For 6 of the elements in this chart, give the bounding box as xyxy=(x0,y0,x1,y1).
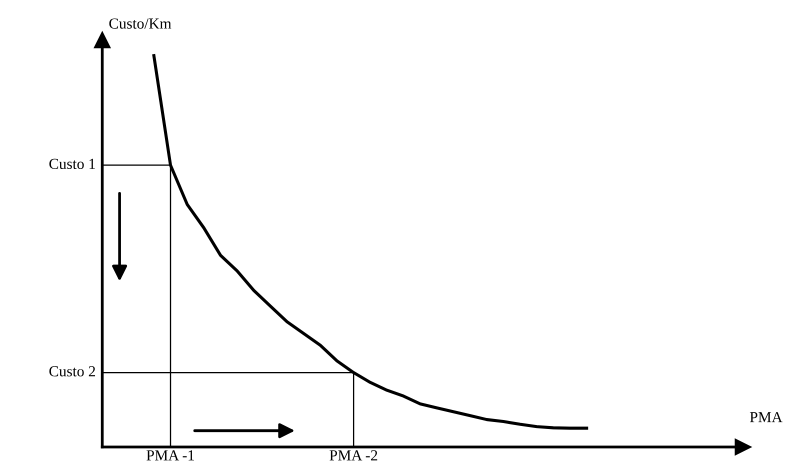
text: PMA xyxy=(750,412,782,422)
ref-line-label: Custo 2 xyxy=(49,366,96,376)
ref-line-label: Custo 1 xyxy=(49,158,95,170)
x-tick-label: PMA -2 xyxy=(330,450,378,460)
x-tick-label: PMA -1 xyxy=(146,450,194,460)
y-axis-title: Custo/Km xyxy=(109,18,172,29)
